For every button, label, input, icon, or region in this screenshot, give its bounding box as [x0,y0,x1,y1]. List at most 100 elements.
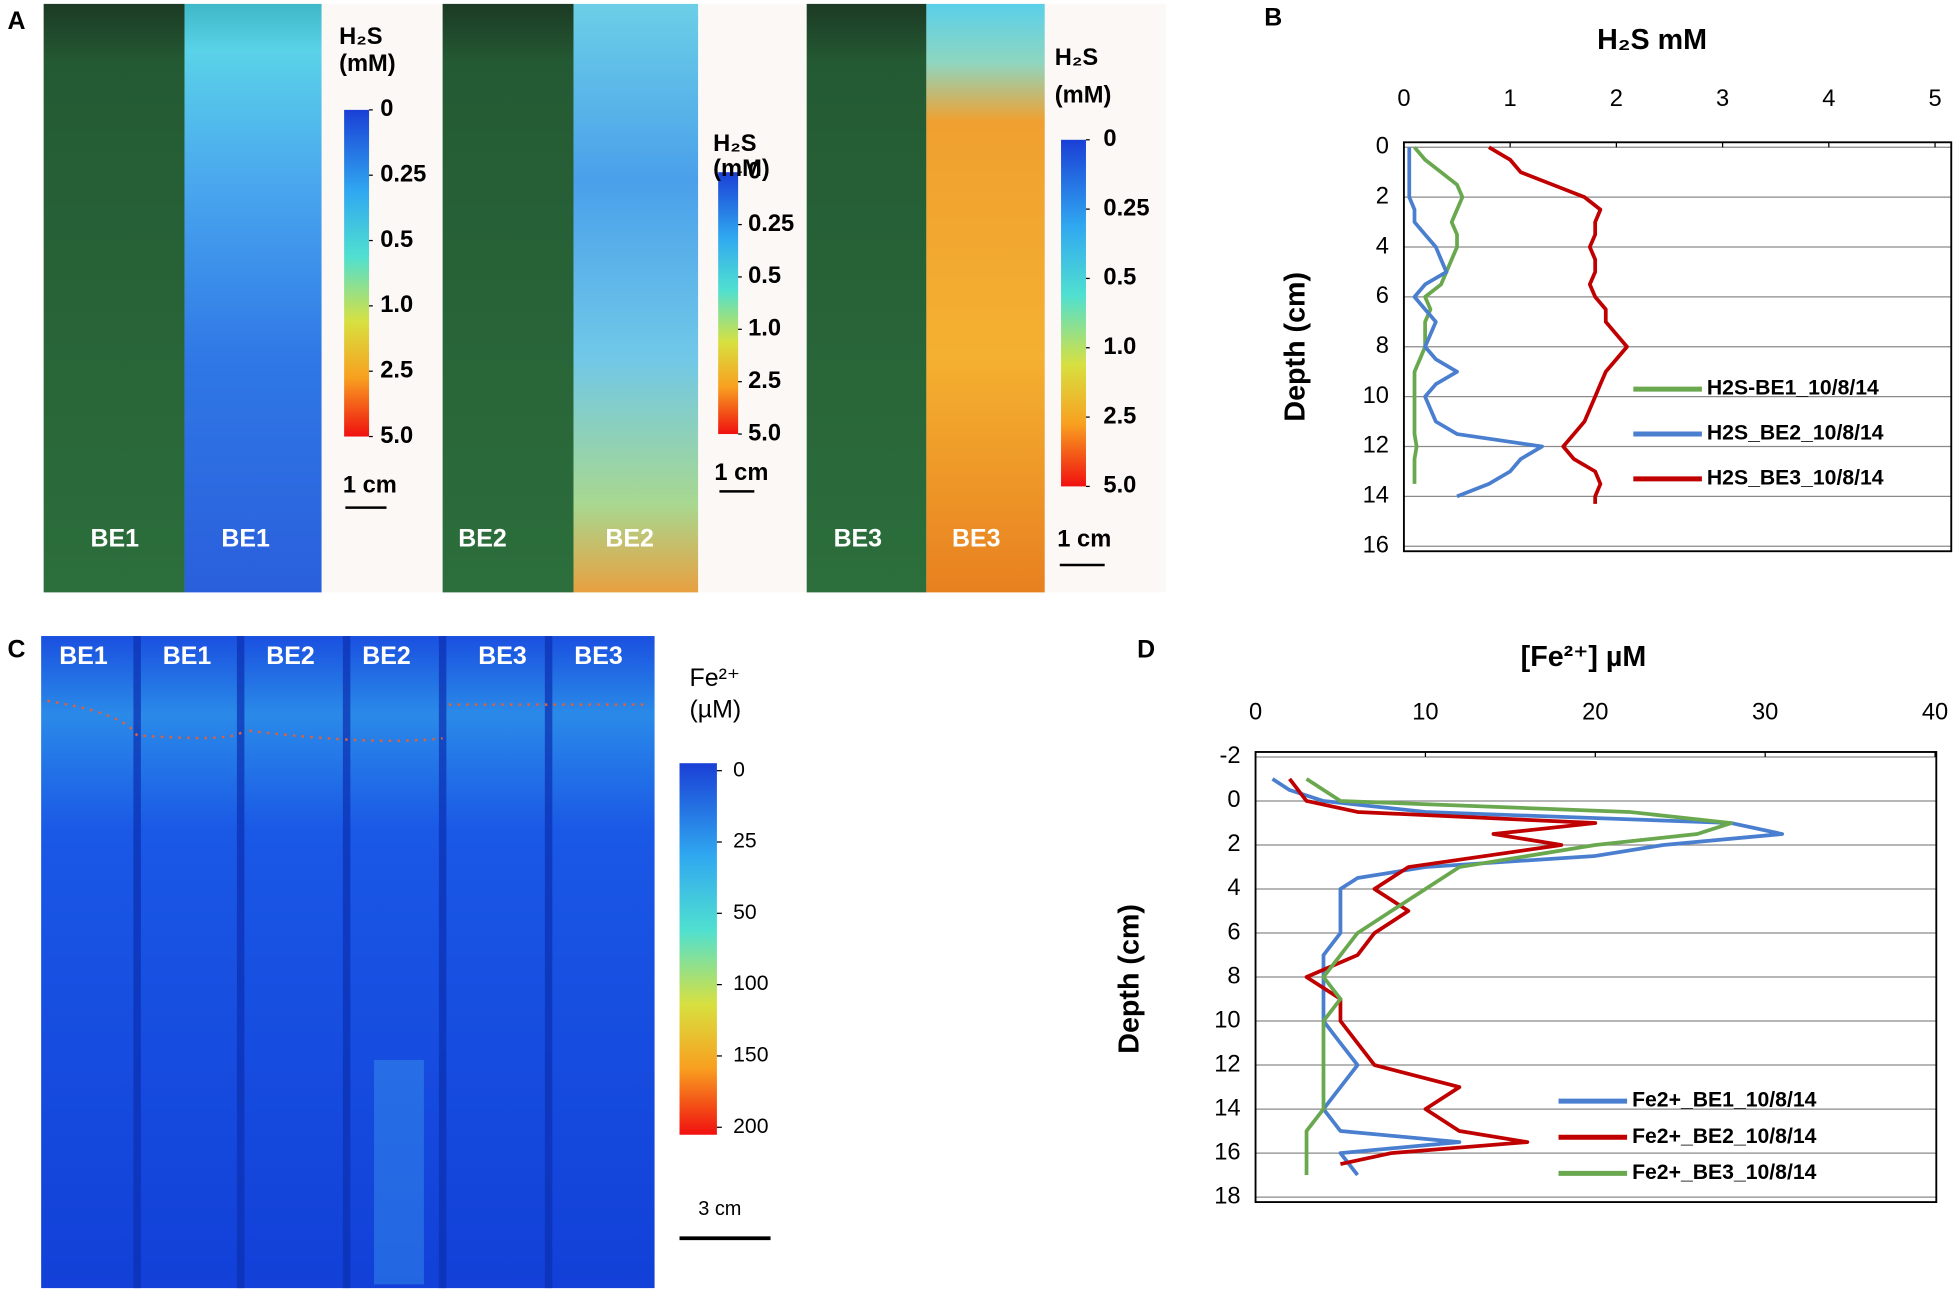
legend-label: H2S-BE1_10/8/14 [1707,377,1879,400]
colorbar-tick-label: 2.5 [380,357,413,383]
y-tick-label: -2 [1220,743,1241,769]
y-tick-label: 12 [1363,433,1389,459]
colorbar-tick-label: 0 [748,158,761,184]
column-label: BE1 [59,642,108,670]
panel-label: B [1264,3,1282,31]
colorbar-title: H₂S [713,131,756,157]
colorbar-tick-label: 5.0 [748,420,781,446]
y-axis-label: Depth (cm) [1113,904,1145,1054]
chart-title: H₂S mM [1597,24,1707,56]
backdrop [698,3,807,593]
profile-line [1487,145,1629,504]
colorbar-tick-label: 2.5 [1103,403,1136,429]
colorbar-tick-label: 0 [380,96,393,122]
y-tick-label: 18 [1214,1183,1240,1209]
colorbar-tick-label: 25 [733,830,757,853]
y-tick-label: 14 [1363,483,1389,509]
colorbar [718,172,739,435]
scale-label: 1 cm [343,473,397,499]
core-photo [806,3,927,593]
legend-label: Fe2+_BE3_10/8/14 [1632,1161,1817,1184]
colorbar-tick-label: 100 [733,972,768,995]
colorbar-title: (µM) [689,695,741,723]
backdrop [321,3,443,593]
plot-frame [1402,141,1953,553]
panel-label: D [1137,636,1155,664]
column-label: BE3 [574,642,622,670]
colorbar-tick-label: 0.25 [748,211,794,237]
x-tick-label: 5 [1928,86,1941,112]
colorbar-tick-label: 1.0 [748,316,781,342]
x-tick-label: 40 [1922,700,1948,726]
x-tick-label: 10 [1412,700,1438,726]
colorbar-tick-label: 1.0 [380,292,413,318]
colorbar-tick-label: 0 [733,758,745,781]
core-divider [544,636,553,1289]
colorbar-tick-label: 1.0 [1103,334,1136,360]
x-tick-label: 3 [1716,86,1729,112]
colorbar-title: (mM) [1055,82,1112,108]
strip-label: BE3 [834,525,882,553]
colorbar-tick-label: 2.5 [748,368,781,394]
surface-line [47,699,649,742]
colorbar-title: (mM) [339,51,396,77]
strip-label: BE1 [221,525,270,553]
colorbar [679,763,717,1135]
scale-label: 1 cm [714,460,768,486]
core-photo [442,3,574,593]
core-divider [133,636,141,1289]
y-tick-label: 0 [1227,787,1240,813]
core-divider [438,636,447,1289]
legend-label: H2S_BE2_10/8/14 [1707,422,1884,445]
colorbar-tick-label: 5.0 [380,423,413,449]
y-tick-label: 12 [1214,1051,1240,1077]
colorbar-tick-label: 0.25 [380,161,426,187]
colorbar-tick-label: 0.5 [748,263,781,289]
x-tick-label: 20 [1582,700,1608,726]
panel-label: A [7,7,25,35]
colorbar [344,109,370,437]
fe-plume [374,1059,424,1285]
colorbar-tick-label: 150 [733,1044,768,1067]
y-tick-label: 16 [1214,1139,1240,1165]
profile-line [1407,147,1544,499]
column-label: BE2 [362,642,410,670]
core-divider [342,636,351,1289]
chart-title: [Fe²⁺] µM [1521,641,1647,673]
legend-label: H2S_BE3_10/8/14 [1707,467,1884,490]
colorbar-title: H₂S [339,24,382,50]
y-tick-label: 6 [1227,919,1240,945]
colorbar-title: Fe²⁺ [689,664,740,692]
colorbar-title: H₂S [1055,45,1098,71]
panel-label: C [7,636,25,664]
y-tick-label: 10 [1214,1007,1240,1033]
y-tick-label: 6 [1376,283,1389,309]
column-label: BE1 [163,642,212,670]
strip-label: BE2 [605,525,653,553]
colorbar-tick-label: 5.0 [1103,473,1136,499]
legend-label: Fe2+_BE2_10/8/14 [1632,1125,1817,1148]
y-tick-label: 2 [1376,183,1389,209]
x-tick-label: 4 [1822,86,1835,112]
column-label: BE3 [478,642,526,670]
y-tick-label: 2 [1227,831,1240,857]
y-axis-label: Depth (cm) [1279,272,1311,422]
y-tick-label: 0 [1376,134,1389,160]
h2s-image [184,3,322,593]
column-label: BE2 [266,642,314,670]
h2s-image [926,3,1045,593]
y-tick-label: 16 [1363,533,1389,559]
y-tick-label: 4 [1376,233,1389,259]
profile-line [1412,146,1465,484]
profile-line [1304,777,1734,1176]
strip-label: BE3 [952,525,1000,553]
strip-label: BE2 [458,525,506,553]
y-tick-label: 8 [1227,963,1240,989]
colorbar-tick-label: 0 [1103,126,1116,152]
h2s-image [573,3,699,593]
y-tick-label: 10 [1363,383,1389,409]
core-photo [43,3,185,593]
legend-label: Fe2+_BE1_10/8/14 [1632,1089,1817,1112]
